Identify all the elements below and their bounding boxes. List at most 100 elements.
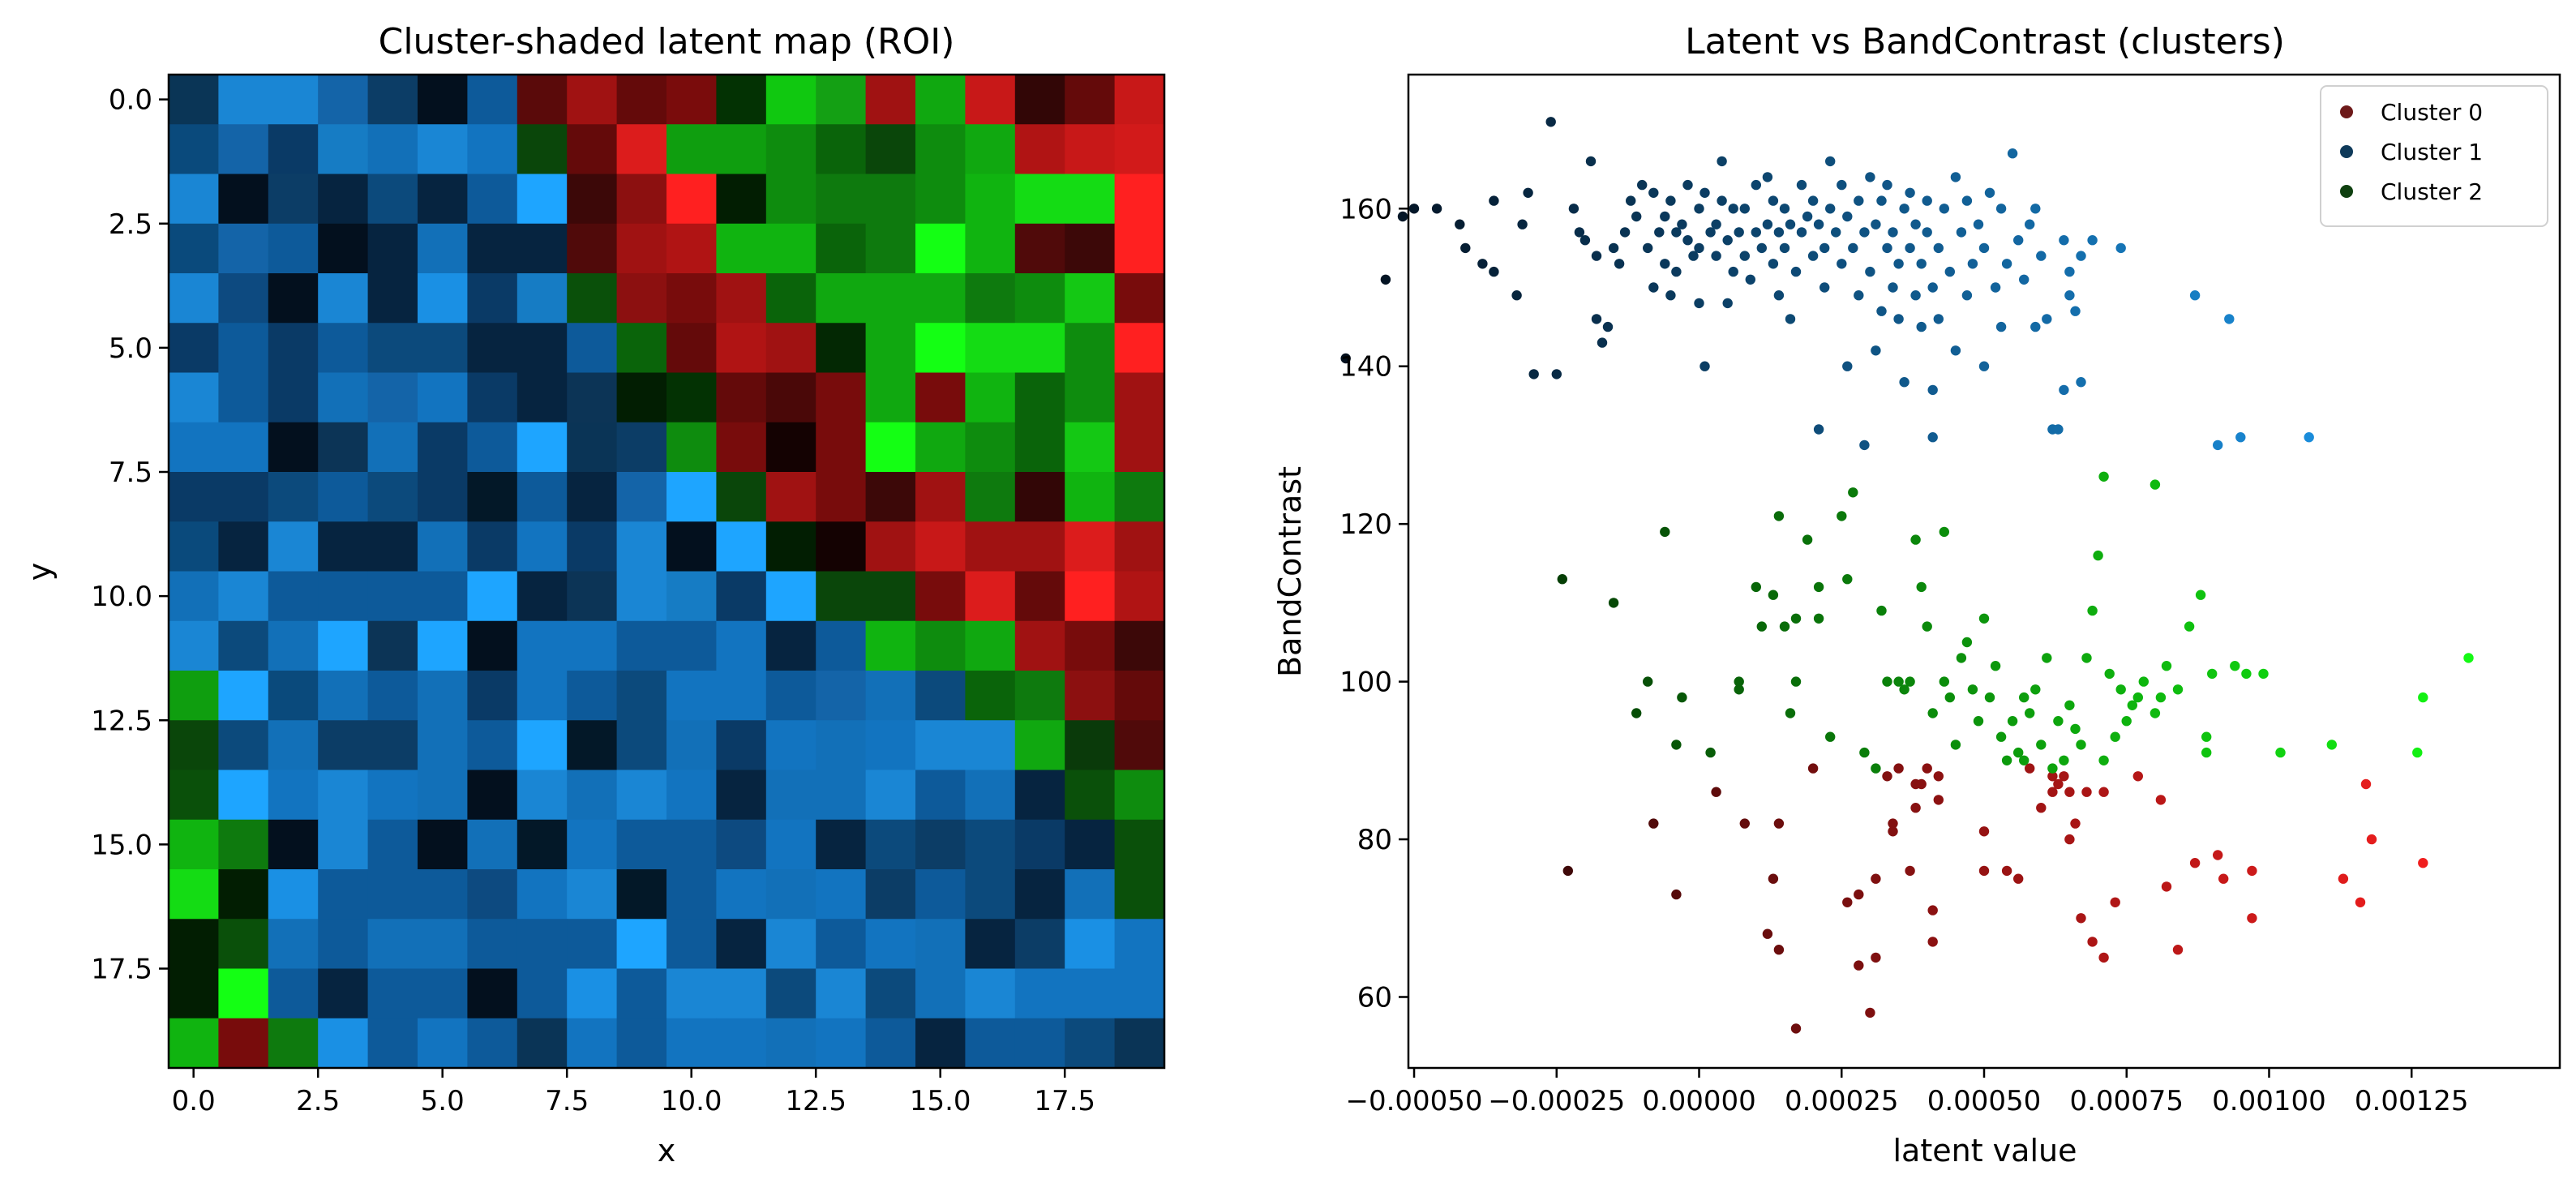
heatmap-y-label: y xyxy=(22,563,58,581)
heatmap-cell xyxy=(318,323,369,374)
heatmap-cell xyxy=(268,968,319,1019)
legend-marker xyxy=(2340,185,2353,198)
scatter-point xyxy=(1950,740,1961,750)
heatmap-cell xyxy=(169,75,219,125)
heatmap-cell xyxy=(915,720,966,771)
scatter-point xyxy=(1944,266,1955,277)
scatter-point xyxy=(1933,795,1944,805)
heatmap-cell xyxy=(418,472,468,522)
heatmap-cell xyxy=(268,75,319,125)
heatmap-cell xyxy=(516,620,568,671)
heatmap-cell xyxy=(765,422,817,473)
scatter-point xyxy=(1785,708,1796,718)
heatmap-cell xyxy=(865,372,916,423)
scatter-point xyxy=(1648,187,1659,198)
heatmap-cell xyxy=(567,869,618,920)
scatter-point xyxy=(1882,771,1892,782)
heatmap-cell xyxy=(765,968,817,1019)
heatmap-cell xyxy=(965,372,1016,423)
scatter-point xyxy=(1648,818,1659,829)
scatter-point xyxy=(1978,242,1990,254)
scatter-point xyxy=(2064,700,2075,710)
scatter-point xyxy=(1779,621,1790,632)
heatmap-cell xyxy=(516,174,568,225)
heatmap-cell xyxy=(915,770,966,821)
heatmap-cell xyxy=(418,720,468,771)
heatmap-cell xyxy=(218,323,269,374)
scatter-title: Latent vs BandContrast (clusters) xyxy=(1685,21,2285,62)
scatter-point xyxy=(1916,259,1927,269)
heatmap-cell xyxy=(765,75,817,125)
heatmap-cell xyxy=(915,124,966,175)
heatmap-cell xyxy=(268,571,319,622)
heatmap-cell xyxy=(218,571,269,622)
heatmap-cell xyxy=(716,720,767,771)
heatmap-cell xyxy=(716,273,767,324)
scatter-point xyxy=(1785,219,1796,229)
heatmap-cell xyxy=(516,919,568,970)
heatmap-cell xyxy=(616,223,667,274)
heatmap-cell xyxy=(716,819,767,870)
scatter-point xyxy=(2019,692,2030,703)
heatmap-cell xyxy=(467,720,518,771)
heatmap-cell xyxy=(1014,372,1065,423)
scatter-point xyxy=(1751,179,1761,191)
scatter-point xyxy=(1825,156,1836,167)
heatmap-cell xyxy=(516,1018,568,1069)
heatmap-cell xyxy=(1014,720,1065,771)
heatmap-x-ticks: 0.0 2.5 5.0 7.5 10.0 12.5 15.0 17.5 xyxy=(172,1068,1095,1117)
heatmap-cell xyxy=(1114,770,1165,821)
scatter-point xyxy=(2059,235,2069,246)
scatter-point xyxy=(2087,235,2098,246)
heatmap-cell xyxy=(667,422,717,473)
heatmap-cell xyxy=(318,472,369,522)
scatter-point xyxy=(1790,676,1802,687)
scatter-point xyxy=(1871,763,1881,774)
scatter-point xyxy=(2155,692,2167,703)
heatmap-cell xyxy=(765,571,817,622)
scatter-point xyxy=(1910,803,1921,813)
heatmap-cell xyxy=(318,521,369,572)
scatter-point xyxy=(1694,298,1704,309)
scatter-point xyxy=(2042,314,2052,324)
scatter-point xyxy=(1888,826,1898,837)
heatmap-y-tick-label: 5.0 xyxy=(109,332,152,365)
scatter-point xyxy=(1779,204,1790,214)
scatter-point xyxy=(1933,314,1944,324)
heatmap-cell xyxy=(716,472,767,522)
scatter-point xyxy=(2355,897,2366,908)
scatter-point xyxy=(1978,361,1990,371)
scatter-point xyxy=(1619,227,1631,238)
heatmap-cell xyxy=(765,223,817,274)
scatter-point xyxy=(1984,187,1995,198)
heatmap-cell xyxy=(1114,223,1165,274)
scatter-point xyxy=(1796,179,1807,191)
scatter-point xyxy=(1340,353,1351,364)
scatter-point xyxy=(1848,242,1858,254)
heatmap-x-tick-label: 5.0 xyxy=(421,1085,465,1117)
heatmap-cell xyxy=(418,323,468,374)
heatmap-cell xyxy=(865,323,916,374)
heatmap-cell xyxy=(418,75,468,125)
heatmap-cell xyxy=(865,75,916,125)
heatmap-cell xyxy=(816,620,867,671)
scatter-point xyxy=(1871,873,1881,884)
scatter-point xyxy=(1562,865,1574,877)
heatmap-cell xyxy=(1014,223,1065,274)
scatter-point xyxy=(1728,204,1738,214)
scatter-point xyxy=(2132,692,2143,703)
heatmap-cell xyxy=(318,422,369,473)
scatter-point xyxy=(1734,684,1744,695)
heatmap-cell xyxy=(816,223,867,274)
heatmap-cell xyxy=(418,968,468,1019)
heatmap-cell xyxy=(1014,174,1065,225)
heatmap-cell xyxy=(567,620,618,671)
heatmap-x-label: x xyxy=(658,1133,676,1168)
heatmap-cell xyxy=(467,472,518,522)
heatmap-cell xyxy=(1014,75,1065,125)
heatmap-cell xyxy=(616,819,667,870)
heatmap-cell xyxy=(1114,620,1165,671)
heatmap-cell xyxy=(418,521,468,572)
heatmap-cell xyxy=(1065,919,1116,970)
scatter-point xyxy=(2155,795,2167,805)
